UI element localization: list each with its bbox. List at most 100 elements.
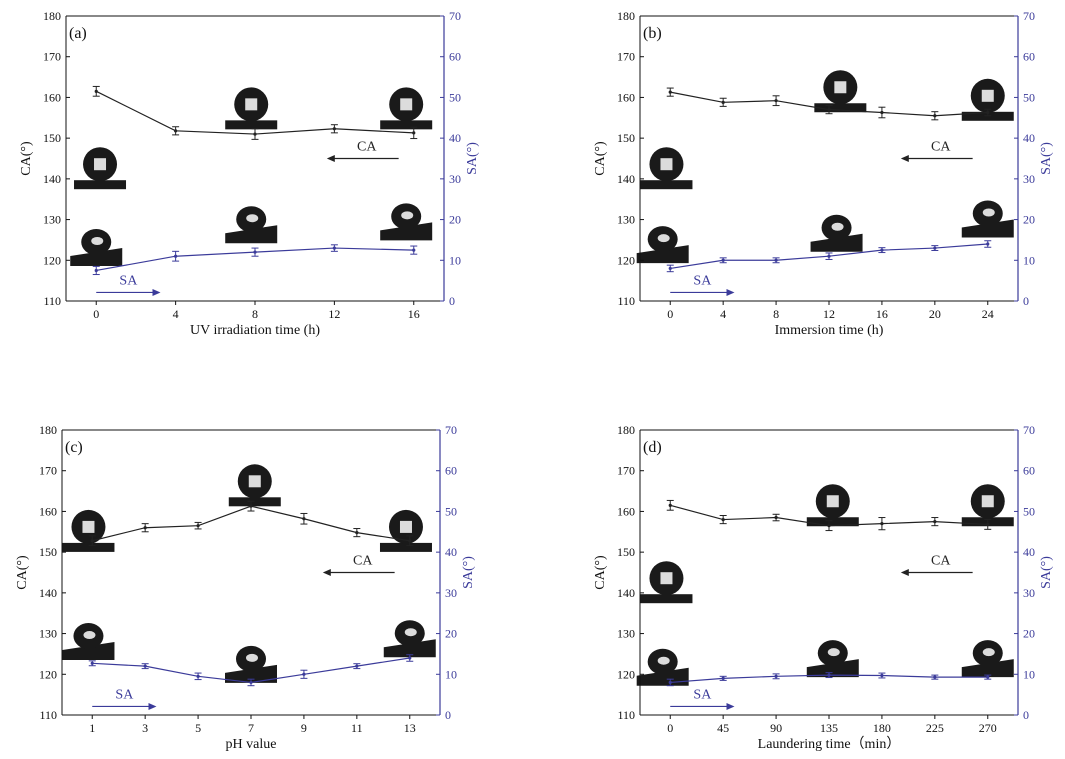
y-left-tick-label: 180: [617, 423, 635, 437]
x-tick-label: 4: [720, 307, 726, 321]
y-left-tick-label: 130: [39, 627, 57, 641]
x-axis-label: Laundering time（min）: [758, 736, 901, 752]
data-point-sa: [143, 664, 147, 668]
y-left-tick-label: 150: [617, 131, 635, 145]
data-point-sa: [827, 673, 831, 677]
y-right-tick-label: 60: [1023, 464, 1035, 478]
ca-indicator-arrow: [326, 155, 399, 162]
panel-label: (d): [643, 439, 662, 456]
chart-panel: 110 120 130 140 150 160 170 180 0 10 20 30 40 50 60 70 1…: [15, 423, 476, 752]
sa-indicator-arrow: [96, 288, 161, 296]
droplet-tilted-substrate: [62, 642, 115, 661]
droplet-tilted-substrate: [380, 222, 433, 241]
y-axis-right-label: SA(°): [465, 142, 480, 175]
droplet-image: [806, 484, 859, 527]
y-left-tick-label: 130: [617, 627, 635, 641]
x-tick-label: 1: [89, 721, 95, 735]
data-point-sa: [827, 254, 831, 258]
data-point-ca: [721, 517, 725, 522]
sa-indicator-arrow: [92, 702, 157, 710]
droplet-highlight: [401, 211, 414, 220]
y-right-tick-label: 40: [1023, 131, 1035, 145]
y-right-tick-label: 70: [445, 423, 457, 437]
y-left-tick-label: 160: [617, 90, 635, 104]
y-left-tick-label: 140: [617, 586, 635, 600]
y-left-tick-label: 170: [43, 50, 61, 64]
y-left-tick-label: 140: [617, 172, 635, 186]
droplet-substrate: [380, 120, 433, 130]
y-left-tick-label: 120: [617, 253, 635, 267]
y-right-tick-label: 40: [445, 545, 457, 559]
y-left-tick-label: 170: [617, 464, 635, 478]
sa-arrow-label: SA: [119, 273, 138, 288]
droplet-substrate: [228, 497, 281, 507]
y-right-tick-label: 60: [445, 464, 457, 478]
data-point-sa: [249, 680, 253, 685]
chart-panel: 110 120 130 140 150 160 170 180 0 10 20 30 40 50 60 70 0…: [593, 423, 1054, 752]
y-left-tick-label: 170: [617, 50, 635, 64]
x-tick-label: 12: [328, 307, 340, 321]
droplet-highlight: [982, 208, 995, 217]
x-tick-label: 24: [982, 307, 994, 321]
droplet-highlight: [660, 158, 673, 171]
droplet-image: [225, 87, 278, 130]
y-right-tick-label: 40: [449, 131, 461, 145]
y-axis-left-label: CA(°): [593, 141, 608, 176]
arrow-head: [726, 288, 735, 296]
data-point-ca: [412, 131, 416, 135]
x-tick-label: 135: [820, 721, 838, 735]
droplet-tilted-substrate: [636, 667, 689, 686]
y-right-tick-label: 50: [1023, 90, 1035, 104]
x-tick-label: 9: [301, 721, 307, 735]
droplet-highlight: [657, 234, 670, 243]
x-tick-label: 0: [93, 307, 99, 321]
x-tick-label: 16: [876, 307, 888, 321]
y-left-tick-label: 130: [43, 213, 61, 227]
y-left-tick-label: 150: [39, 545, 57, 559]
panel-label: (a): [69, 25, 87, 42]
y-left-tick-label: 180: [43, 9, 61, 23]
y-left-tick-label: 150: [43, 131, 61, 145]
data-point-ca: [933, 520, 937, 524]
y-axis-left-label: CA(°): [19, 141, 34, 176]
droplet-tilted-substrate: [383, 639, 436, 658]
x-tick-label: 0: [667, 721, 673, 735]
data-point-ca: [408, 539, 412, 543]
droplet-substrate: [640, 594, 693, 604]
x-tick-label: 13: [404, 721, 416, 735]
droplet-image: [636, 226, 689, 264]
droplet-image: [74, 147, 127, 190]
x-tick-label: 8: [773, 307, 779, 321]
data-point-ca: [880, 522, 884, 526]
data-point-sa: [933, 675, 937, 679]
droplet-substrate: [225, 120, 278, 130]
droplet-highlight: [660, 572, 673, 585]
droplet-tilted-substrate: [636, 245, 689, 264]
data-point-ca: [774, 99, 778, 103]
droplet-image: [961, 200, 1014, 238]
data-point-sa: [774, 674, 778, 678]
y-right-tick-label: 50: [445, 504, 457, 518]
ca-arrow-label: CA: [357, 140, 377, 155]
y-right-tick-label: 30: [445, 586, 457, 600]
x-axis-label: pH value: [226, 737, 277, 752]
droplet-tilted-substrate: [806, 659, 859, 678]
y-left-tick-label: 140: [39, 586, 57, 600]
x-tick-label: 0: [667, 307, 673, 321]
y-right-tick-label: 10: [1023, 253, 1035, 267]
y-left-tick-label: 110: [39, 708, 57, 722]
droplet-highlight: [982, 648, 995, 657]
droplet-image: [806, 640, 859, 678]
data-point-sa: [880, 248, 884, 252]
arrow-head: [322, 569, 331, 576]
data-point-ca: [332, 127, 336, 131]
droplet-highlight: [94, 158, 107, 171]
data-point-ca: [302, 517, 306, 521]
data-point-ca: [668, 503, 672, 507]
droplet-image: [225, 206, 278, 244]
sa-arrow-label: SA: [115, 687, 134, 702]
y-right-tick-label: 30: [1023, 586, 1035, 600]
ca-arrow-label: CA: [931, 554, 951, 569]
y-left-tick-label: 160: [617, 504, 635, 518]
y-left-tick-label: 140: [43, 172, 61, 186]
